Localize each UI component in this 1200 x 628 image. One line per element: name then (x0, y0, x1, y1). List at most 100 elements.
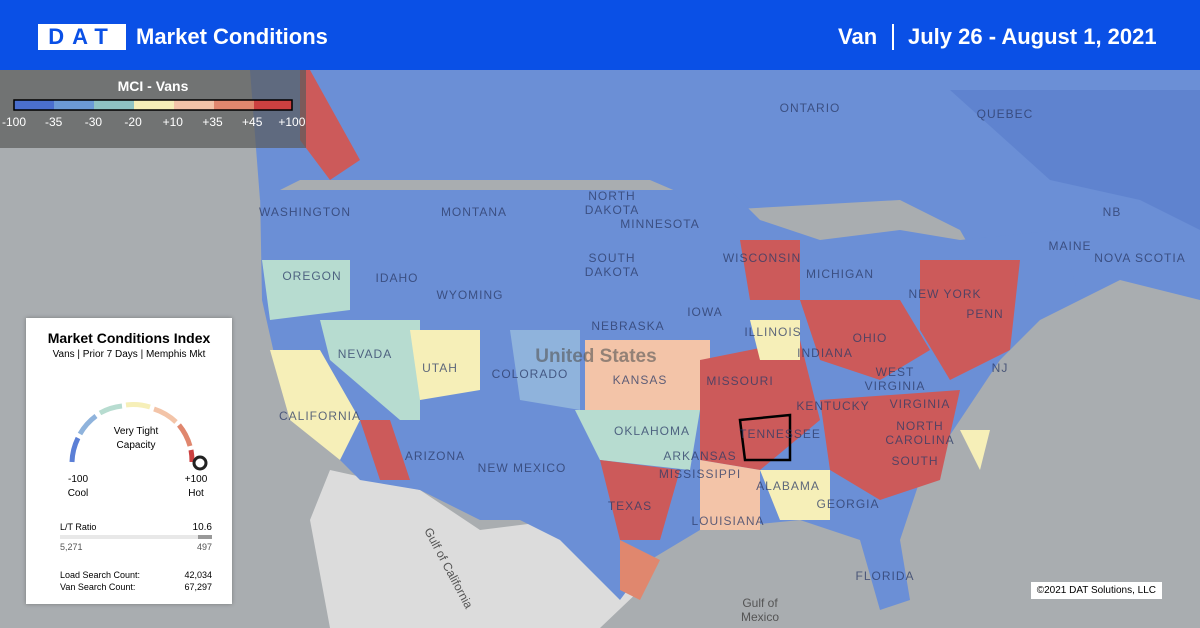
map-label: NORTH (588, 189, 635, 203)
region (620, 540, 660, 600)
card-subtitle: Vans | Prior 7 Days | Memphis Mkt (52, 349, 206, 360)
trucks: 497 (196, 542, 212, 552)
header: DAT Market Conditions Van July 26 - Augu… (0, 0, 1200, 70)
country-label: United States (535, 346, 656, 367)
sea-label: Gulf of (742, 596, 778, 610)
map-label: ARKANSAS (663, 449, 736, 463)
max-label: +100 (185, 474, 208, 485)
max-caption: Hot (188, 488, 204, 499)
region (270, 350, 360, 460)
map-label: QUEBEC (977, 107, 1034, 121)
legend-label: -20 (124, 115, 142, 129)
map-label: NEBRASKA (591, 319, 664, 333)
map-label: WISCONSIN (723, 251, 801, 265)
map-label: DAKOTA (585, 265, 639, 279)
region (585, 340, 710, 410)
region (920, 260, 1020, 380)
map-label: TEXAS (608, 499, 652, 513)
region (510, 330, 580, 410)
map-label: CAROLINA (885, 433, 954, 447)
map-label: ONTARIO (780, 101, 841, 115)
map-label: KENTUCKY (796, 399, 869, 413)
logo: DAT (38, 24, 126, 50)
region (950, 90, 1200, 230)
ratio-bar (60, 535, 212, 539)
map-label: KANSAS (613, 373, 668, 387)
map-label: MONTANA (441, 205, 507, 219)
region (300, 70, 360, 180)
mexico (310, 470, 640, 628)
map-label: NOVA SCOTIA (1094, 251, 1185, 265)
map-label: SOUTH (892, 454, 939, 468)
card-title: Market Conditions Index (47, 330, 211, 346)
map-label: MISSISSIPPI (659, 467, 741, 481)
map-label: ILLINOIS (744, 325, 801, 339)
van-search-label: Van Search Count: (60, 582, 136, 592)
loads: 5,271 (60, 542, 83, 552)
map-label: VIRGINIA (890, 397, 951, 411)
map-label: NORTH (896, 419, 943, 433)
map-label: NEVADA (338, 347, 392, 361)
map-label: FLORIDA (855, 569, 914, 583)
load-search-label: Load Search Count: (60, 570, 141, 580)
gauge: Very Tight Capacity -100 Cool +100 Hot (68, 402, 208, 499)
sea-label: Mexico (741, 610, 779, 624)
region (575, 410, 700, 470)
map-label: PENN (966, 307, 1003, 321)
region (700, 460, 760, 530)
header-title: Market Conditions (136, 24, 328, 49)
map-label: VIRGINIA (865, 379, 926, 393)
map-label: IDAHO (375, 271, 418, 285)
legend-scale: -100 -35 -30 -20 +10 +35 +45 +100 (2, 99, 306, 129)
region (750, 320, 800, 360)
region (740, 240, 800, 300)
map-label: OKLAHOMA (614, 424, 690, 438)
legend-label: -30 (85, 115, 103, 129)
region (600, 460, 680, 540)
legend-title: MCI - Vans (117, 78, 189, 94)
map-label: NB (1103, 205, 1122, 219)
map-label: WASHINGTON (259, 205, 351, 219)
legend-label: +45 (242, 115, 263, 129)
legend: MCI - Vans -100 -35 -30 -20 +10 +35 +45 +100 (0, 70, 306, 148)
map-label: MICHIGAN (806, 267, 874, 281)
map-label: OREGON (282, 269, 341, 283)
map-label: COLORADO (492, 367, 569, 381)
legend-label: -35 (45, 115, 63, 129)
region (820, 390, 960, 500)
map-label: GEORGIA (816, 497, 879, 511)
van-search-value: 67,297 (184, 582, 212, 592)
map-label: ALABAMA (756, 479, 820, 493)
map-label: NEW YORK (908, 287, 981, 301)
legend-label: -100 (2, 115, 26, 129)
region (360, 420, 410, 480)
legend-label: +35 (202, 115, 223, 129)
ratio-value: 10.6 (192, 522, 212, 533)
map-label: IOWA (687, 305, 723, 319)
separator (892, 24, 894, 50)
map-label: LOUISIANA (691, 514, 764, 528)
load-search-value: 42,034 (184, 570, 212, 580)
map-label: DAKOTA (585, 203, 639, 217)
map-label: MISSOURI (706, 374, 773, 388)
map-label: NEW MEXICO (478, 461, 567, 475)
region (410, 330, 480, 400)
min-label: -100 (68, 474, 88, 485)
region (960, 430, 990, 470)
map-label: TENNESSEE (739, 427, 821, 441)
region (760, 470, 830, 520)
map-label: WYOMING (437, 288, 504, 302)
ratio-label: L/T Ratio (60, 522, 97, 532)
map-label: ARIZONA (405, 449, 465, 463)
status: Capacity (117, 440, 156, 451)
map-label: CALIFORNIA (279, 409, 361, 423)
memphis-market (738, 413, 792, 462)
region (800, 300, 930, 380)
equipment: Van (838, 24, 878, 49)
legend-label: +10 (163, 115, 184, 129)
region (320, 320, 420, 420)
legend-label: +100 (278, 115, 305, 129)
map-label: UTAH (422, 361, 458, 375)
